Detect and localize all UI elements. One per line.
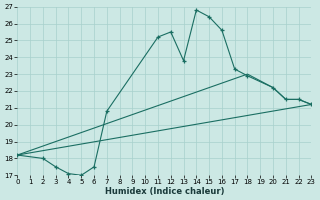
X-axis label: Humidex (Indice chaleur): Humidex (Indice chaleur) [105, 187, 224, 196]
